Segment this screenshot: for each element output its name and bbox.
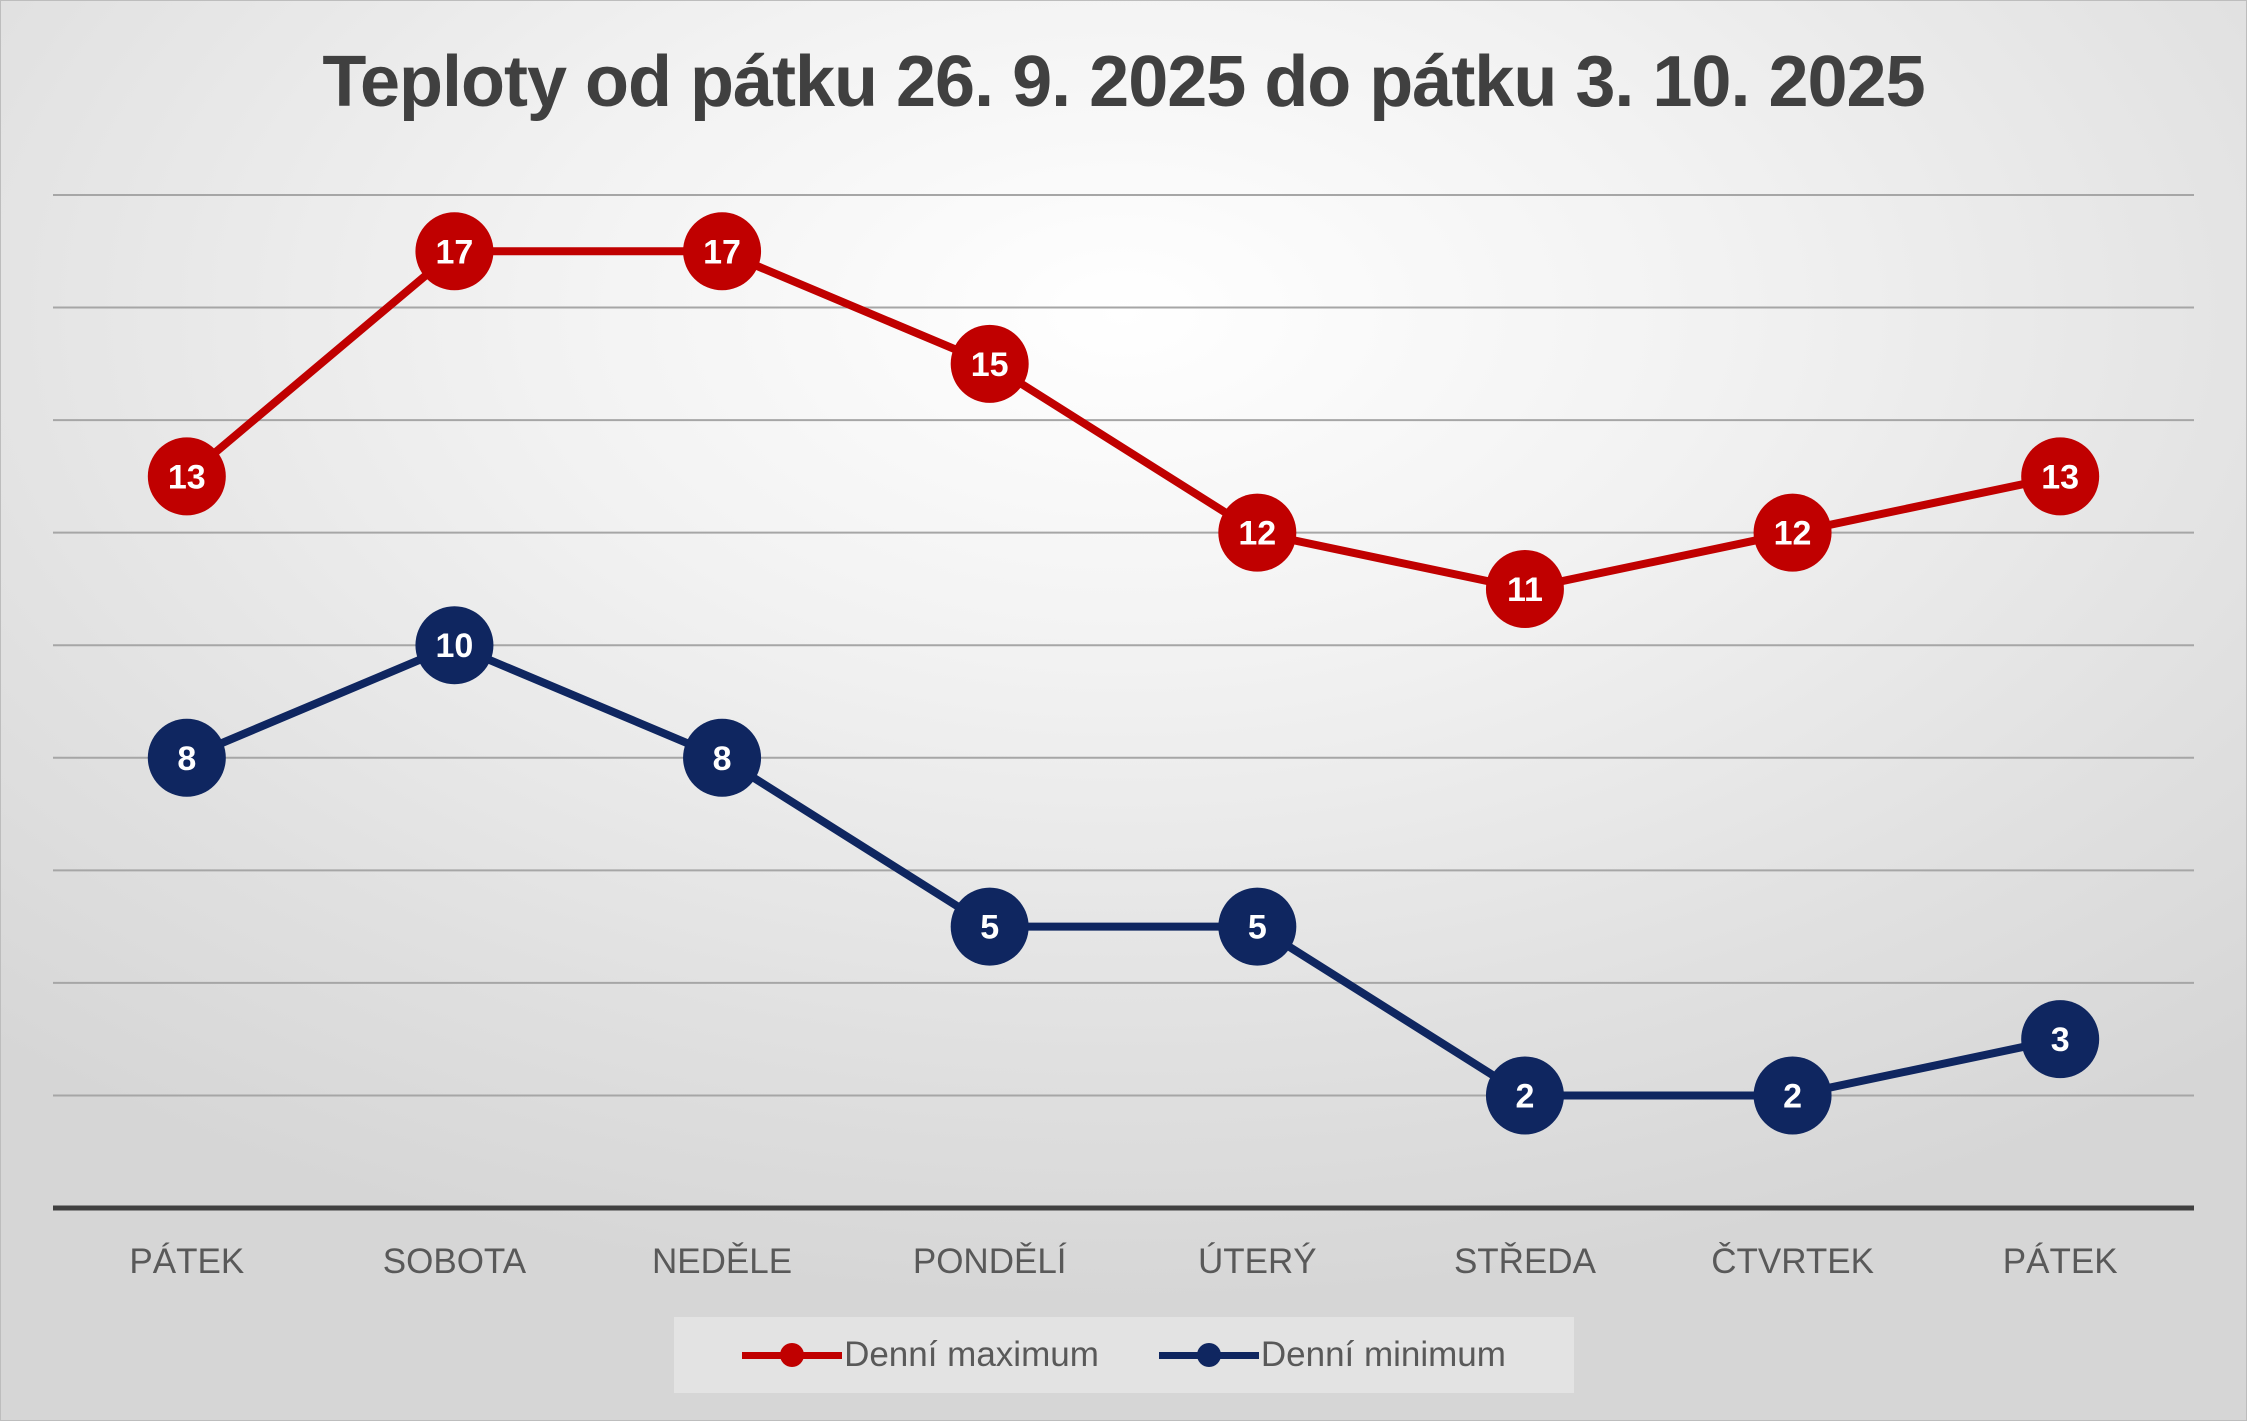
data-label: 13 [168, 458, 206, 496]
data-label: 13 [2041, 458, 2079, 496]
data-point [1753, 493, 1832, 572]
gridlines [53, 194, 2194, 1097]
x-tick-label: PONDĚLÍ [913, 1242, 1067, 1281]
data-point [147, 718, 226, 797]
data-point [683, 718, 762, 797]
x-tick-label: ÚTERÝ [1198, 1242, 1317, 1281]
data-point [950, 324, 1029, 403]
data-point [1753, 1056, 1832, 1135]
data-point [950, 887, 1029, 966]
data-point [415, 606, 494, 685]
data-label: 2 [1515, 1077, 1534, 1115]
data-label: 8 [177, 740, 196, 778]
x-tick-label: STŘEDA [1454, 1242, 1597, 1281]
legend-item-minimum: Denní minimum [1158, 1335, 1506, 1375]
x-axis-tick-labels: PÁTEK SOBOTA NEDĚLE PONDĚLÍ ÚTERÝ STŘEDA ČTVRT… [129, 1242, 2117, 1281]
legend: Denní maximum Denní minimum [674, 1317, 1574, 1393]
x-tick-label: ČTVRTEK [1711, 1242, 1874, 1281]
data-label: 17 [436, 233, 474, 271]
data-label: 10 [436, 627, 474, 665]
data-point [1218, 493, 1297, 572]
data-point [2021, 1000, 2100, 1079]
legend-label-minimum: Denní minimum [1260, 1335, 1506, 1374]
data-point [1485, 549, 1564, 628]
data-label: 12 [1774, 515, 1812, 553]
series-layer: 13 17 17 15 12 11 12 13 8 10 8 5 5 2 2 3 [147, 212, 2100, 1135]
data-point [2021, 437, 2100, 516]
data-point [1485, 1056, 1564, 1135]
x-tick-label: PÁTEK [2003, 1242, 2118, 1281]
legend-marker-minimum [1158, 1343, 1259, 1367]
data-point [415, 212, 494, 291]
legend-item-maximum: Denní maximum [742, 1335, 1099, 1375]
series-line [184, 247, 2062, 593]
data-label: 2 [1783, 1077, 1802, 1115]
data-point [1218, 887, 1297, 966]
data-point [683, 212, 762, 291]
series-line [185, 641, 2062, 1100]
data-label: 15 [971, 346, 1009, 384]
data-label: 17 [703, 233, 741, 271]
data-label: 11 [1507, 571, 1543, 609]
data-label: 5 [1248, 909, 1267, 947]
data-label: 3 [2051, 1021, 2070, 1059]
series-minimum: 8 10 8 5 5 2 2 3 [147, 606, 2100, 1135]
x-tick-label: SOBOTA [383, 1242, 527, 1281]
x-tick-label: NEDĚLE [652, 1242, 792, 1281]
legend-marker-maximum [742, 1343, 843, 1367]
series-maximum: 13 17 17 15 12 11 12 13 [147, 212, 2100, 628]
chart-title: Teploty od pátku 26. 9. 2025 do pátku 3.… [322, 42, 1925, 122]
x-tick-label: PÁTEK [129, 1242, 244, 1281]
data-label: 8 [713, 740, 732, 778]
data-point [147, 437, 226, 516]
data-label: 12 [1238, 515, 1276, 553]
data-label: 5 [980, 909, 999, 947]
legend-label-maximum: Denní maximum [844, 1335, 1099, 1374]
